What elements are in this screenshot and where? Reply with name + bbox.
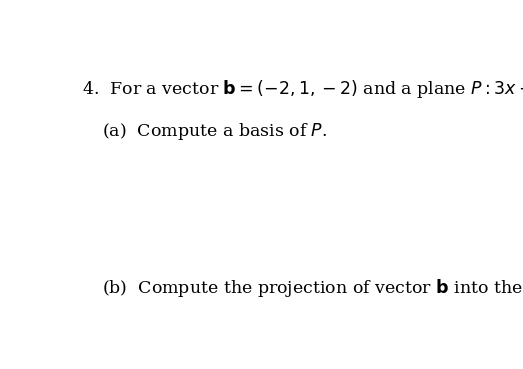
- Text: 4.  For a vector $\mathbf{b} = (-2, 1, -2)$ and a plane $P : 3x - 2y - 4z = 0$: 4. For a vector $\mathbf{b} = (-2, 1, -2…: [82, 78, 523, 100]
- Text: (b)  Compute the projection of vector $\mathbf{b}$ into the plane $P$.: (b) Compute the projection of vector $\m…: [102, 277, 523, 299]
- Text: (a)  Compute a basis of $P$.: (a) Compute a basis of $P$.: [102, 121, 327, 142]
